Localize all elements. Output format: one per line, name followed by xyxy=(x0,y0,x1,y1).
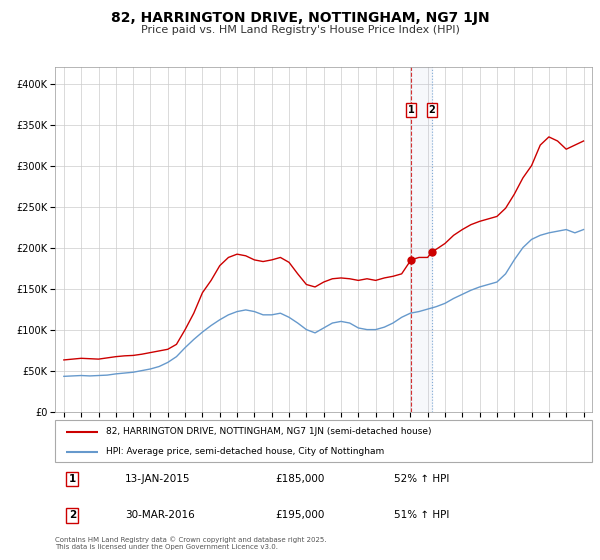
FancyBboxPatch shape xyxy=(55,420,592,462)
Text: 82, HARRINGTON DRIVE, NOTTINGHAM, NG7 1JN: 82, HARRINGTON DRIVE, NOTTINGHAM, NG7 1J… xyxy=(110,11,490,25)
Text: 1: 1 xyxy=(69,474,76,484)
Text: 51% ↑ HPI: 51% ↑ HPI xyxy=(394,511,449,520)
Text: 82, HARRINGTON DRIVE, NOTTINGHAM, NG7 1JN (semi-detached house): 82, HARRINGTON DRIVE, NOTTINGHAM, NG7 1J… xyxy=(106,427,432,436)
Text: £195,000: £195,000 xyxy=(275,511,325,520)
Bar xyxy=(411,67,432,412)
Text: 13-JAN-2015: 13-JAN-2015 xyxy=(125,474,191,484)
Text: Contains HM Land Registry data © Crown copyright and database right 2025.
This d: Contains HM Land Registry data © Crown c… xyxy=(55,536,326,550)
Text: £185,000: £185,000 xyxy=(275,474,325,484)
Text: 1: 1 xyxy=(407,105,415,115)
Text: HPI: Average price, semi-detached house, City of Nottingham: HPI: Average price, semi-detached house,… xyxy=(106,447,385,456)
Text: 2: 2 xyxy=(428,105,436,115)
Text: 52% ↑ HPI: 52% ↑ HPI xyxy=(394,474,449,484)
Text: Price paid vs. HM Land Registry's House Price Index (HPI): Price paid vs. HM Land Registry's House … xyxy=(140,25,460,35)
Text: 2: 2 xyxy=(69,511,76,520)
Text: 30-MAR-2016: 30-MAR-2016 xyxy=(125,511,195,520)
